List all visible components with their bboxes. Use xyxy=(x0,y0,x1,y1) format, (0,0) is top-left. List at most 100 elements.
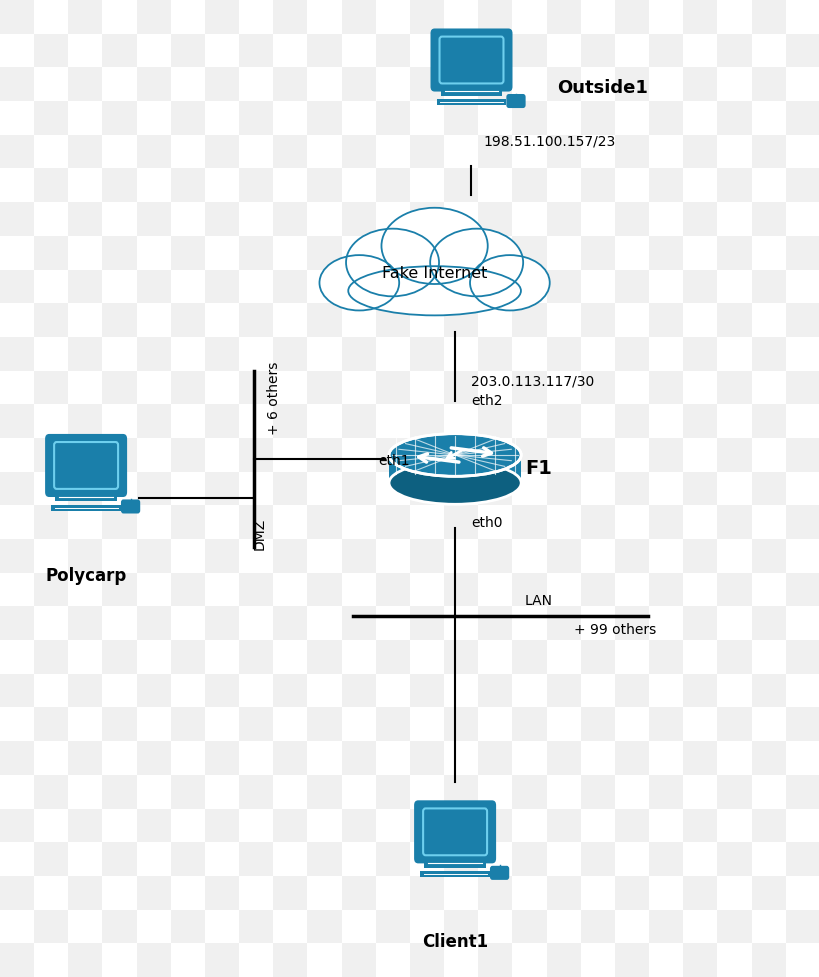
Bar xyxy=(682,539,717,573)
Bar xyxy=(342,235,375,270)
Bar xyxy=(170,674,205,707)
Bar xyxy=(682,438,717,472)
Bar xyxy=(751,539,785,573)
Bar xyxy=(785,607,819,640)
Bar xyxy=(477,67,512,101)
Bar xyxy=(512,573,546,607)
Bar xyxy=(751,438,785,472)
Bar xyxy=(614,674,649,707)
Bar xyxy=(375,370,410,404)
Text: 198.51.100.157/23: 198.51.100.157/23 xyxy=(483,135,615,149)
Bar xyxy=(239,842,273,876)
Bar xyxy=(410,168,444,202)
Bar xyxy=(717,337,751,370)
Bar xyxy=(444,573,477,607)
Bar xyxy=(34,33,68,67)
Bar xyxy=(68,842,102,876)
Bar xyxy=(68,539,102,573)
Bar xyxy=(68,944,102,977)
Bar xyxy=(0,202,34,235)
Bar xyxy=(682,944,717,977)
Bar xyxy=(785,842,819,876)
FancyBboxPatch shape xyxy=(443,42,498,78)
Bar xyxy=(614,944,649,977)
Bar xyxy=(307,0,342,33)
Bar xyxy=(717,270,751,303)
Bar xyxy=(239,707,273,742)
FancyBboxPatch shape xyxy=(428,814,482,850)
Bar xyxy=(137,303,170,337)
FancyBboxPatch shape xyxy=(55,492,117,501)
Bar xyxy=(102,607,137,640)
Bar xyxy=(34,640,68,674)
Bar xyxy=(205,101,239,135)
Bar xyxy=(273,505,307,539)
Bar xyxy=(477,640,512,674)
Bar xyxy=(649,876,682,910)
Bar xyxy=(170,168,205,202)
Bar xyxy=(717,438,751,472)
Bar xyxy=(580,235,614,270)
Bar xyxy=(102,0,137,33)
Bar xyxy=(580,438,614,472)
Bar xyxy=(239,573,273,607)
Bar xyxy=(34,67,68,101)
Bar xyxy=(477,33,512,67)
Bar xyxy=(68,742,102,775)
Bar xyxy=(205,944,239,977)
Bar xyxy=(68,472,102,505)
Bar xyxy=(205,270,239,303)
Bar xyxy=(546,438,580,472)
Bar xyxy=(342,337,375,370)
Bar xyxy=(580,944,614,977)
Bar xyxy=(307,539,342,573)
Bar xyxy=(170,640,205,674)
Bar xyxy=(614,270,649,303)
Bar xyxy=(170,472,205,505)
FancyBboxPatch shape xyxy=(441,87,501,96)
Bar xyxy=(137,202,170,235)
Bar xyxy=(717,944,751,977)
Bar xyxy=(102,809,137,842)
Bar xyxy=(785,33,819,67)
Bar xyxy=(273,674,307,707)
Bar xyxy=(68,607,102,640)
Bar xyxy=(239,270,273,303)
Bar xyxy=(546,742,580,775)
Bar xyxy=(580,674,614,707)
Bar xyxy=(785,910,819,944)
Bar xyxy=(342,67,375,101)
Bar xyxy=(205,573,239,607)
Bar xyxy=(477,472,512,505)
Bar xyxy=(477,404,512,438)
Bar xyxy=(34,876,68,910)
Bar xyxy=(205,235,239,270)
Bar xyxy=(444,775,477,809)
Bar xyxy=(375,67,410,101)
Bar xyxy=(307,404,342,438)
Bar xyxy=(68,370,102,404)
Bar xyxy=(682,640,717,674)
Bar xyxy=(170,303,205,337)
Bar xyxy=(307,303,342,337)
Bar xyxy=(342,607,375,640)
Bar xyxy=(614,235,649,270)
Bar xyxy=(0,101,34,135)
Bar xyxy=(0,404,34,438)
Bar xyxy=(375,235,410,270)
Bar xyxy=(785,505,819,539)
Bar xyxy=(102,135,137,168)
Bar xyxy=(717,472,751,505)
Bar xyxy=(477,370,512,404)
Bar xyxy=(307,370,342,404)
Bar xyxy=(170,0,205,33)
Bar xyxy=(649,135,682,168)
Bar xyxy=(342,505,375,539)
Bar xyxy=(444,101,477,135)
Bar xyxy=(580,202,614,235)
Bar xyxy=(785,876,819,910)
Bar xyxy=(102,944,137,977)
Bar xyxy=(68,910,102,944)
Bar xyxy=(512,505,546,539)
Bar xyxy=(273,0,307,33)
